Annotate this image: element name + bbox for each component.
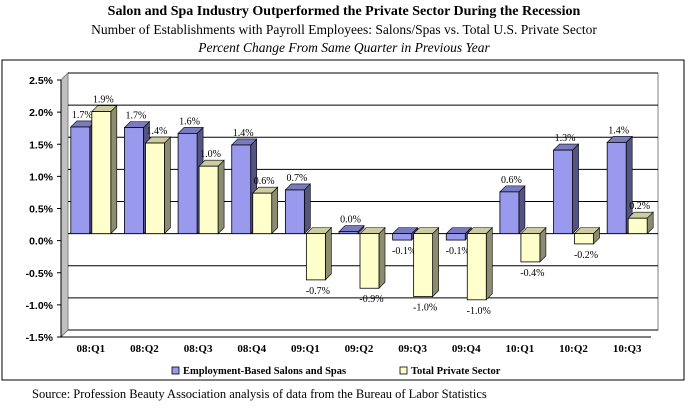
bar-side: [378, 226, 386, 289]
bar-private: [359, 233, 380, 289]
y-tick-label: 2.5%: [29, 75, 54, 87]
y-tick-label: 0.5%: [29, 204, 54, 216]
bar-salons: [553, 149, 573, 235]
bar-private: [627, 217, 648, 235]
chart-subtitle-italic: Percent Change From Same Quarter in Prev…: [198, 40, 490, 55]
bar-side: [518, 185, 526, 235]
bar-side: [485, 226, 493, 301]
data-label: -0.1%: [446, 246, 470, 257]
bar-side: [325, 226, 332, 281]
y-tick-label: 1.0%: [29, 171, 54, 183]
bar-salons: [499, 191, 520, 235]
y-tick-label: -1.5%: [26, 332, 54, 344]
bar-salons: [606, 141, 627, 235]
bar-salons: [177, 132, 198, 235]
data-label: 1.9%: [93, 95, 114, 106]
bar-side: [271, 186, 279, 235]
bar-private: [574, 233, 594, 245]
bar-salons: [284, 189, 305, 235]
bar-salons: [231, 144, 252, 235]
legend: Employment-Based Salons and Spas Total Pr…: [171, 366, 501, 377]
data-label: -1.0%: [467, 306, 491, 317]
legend-swatch: [399, 366, 408, 375]
bar-private: [466, 233, 487, 301]
data-label: -0.4%: [520, 268, 544, 279]
x-tick-label: 09:Q3: [398, 343, 427, 355]
source-note: Source: Profession Beauty Association an…: [32, 387, 487, 401]
chart-title: Salon and Spa Industry Outperformed the …: [107, 4, 581, 19]
bar-private: [413, 233, 434, 297]
bar-private: [145, 142, 165, 235]
bar-private: [198, 165, 219, 235]
data-label: -1.0%: [413, 303, 437, 314]
data-label: 1.3%: [555, 133, 576, 144]
data-label: -0.9%: [359, 294, 383, 305]
data-label: 0.6%: [254, 176, 275, 187]
y-tick-label: -1.0%: [26, 300, 54, 312]
legend-swatch: [171, 366, 180, 375]
data-label: 0.0%: [340, 215, 361, 226]
x-tick-label: 08:Q1: [76, 343, 105, 355]
bars: 1.7% 1.7% 1.6% 1.4% 0.7% 0.0% -0.1% -0.1% 0.6% 1.…: [70, 95, 654, 317]
x-tick-label: 09:Q2: [345, 343, 374, 355]
bar-side: [432, 226, 439, 298]
x-tick-label: 09:Q1: [291, 343, 320, 355]
y-tick-label: -0.5%: [26, 268, 54, 280]
x-tick-label: 09:Q4: [452, 343, 481, 355]
bar-private: [252, 192, 273, 235]
chart-subtitle: Number of Establishments with Payroll Em…: [91, 22, 597, 37]
legend-label: Total Private Sector: [411, 366, 501, 377]
bar-private: [520, 233, 541, 263]
data-label: 1.0%: [200, 149, 221, 160]
data-label: 1.7%: [126, 111, 147, 122]
data-label: 1.7%: [72, 110, 93, 121]
data-label: 1.4%: [608, 125, 629, 136]
x-tick-label: 10:Q3: [613, 343, 642, 355]
y-tick-label: 0.0%: [29, 236, 54, 248]
bar-side: [110, 104, 118, 235]
x-tick-label: 10:Q1: [506, 343, 535, 355]
y-tick-label: 1.5%: [29, 139, 54, 151]
bar-private: [305, 233, 326, 281]
data-label: 0.7%: [286, 173, 307, 184]
bar-private: [91, 111, 112, 235]
bar-salons: [338, 231, 359, 235]
data-label: -0.2%: [574, 250, 598, 261]
bar-salons: [124, 127, 144, 235]
data-label: -0.1%: [392, 246, 416, 257]
axes: 2.5% 2.0% 1.5% 1.0% 0.5% 0.0% -0.5% -1.0% -1.5% 0…: [26, 75, 651, 355]
data-label: 1.4%: [233, 128, 254, 139]
x-tick-label: 10:Q2: [559, 343, 588, 355]
data-label: -0.7%: [306, 286, 330, 297]
bar-side: [572, 143, 579, 235]
x-tick-label: 08:Q2: [130, 343, 159, 355]
bar-salons: [70, 126, 91, 235]
bar-side: [217, 159, 225, 235]
bar-side: [164, 136, 171, 235]
bar-salons: [445, 233, 466, 241]
data-label: 0.2%: [629, 201, 650, 212]
bar-side: [304, 183, 311, 235]
data-label: 1.4%: [147, 126, 168, 137]
data-label: 1.6%: [179, 116, 200, 127]
y-tick-label: 2.0%: [29, 107, 54, 119]
x-tick-label: 08:Q4: [237, 343, 266, 355]
plot-floor: [60, 71, 69, 339]
legend-label: Employment-Based Salons and Spas: [183, 366, 346, 377]
bar-salons: [392, 233, 413, 241]
x-tick-label: 08:Q3: [184, 343, 213, 355]
data-label: 0.6%: [501, 175, 522, 186]
